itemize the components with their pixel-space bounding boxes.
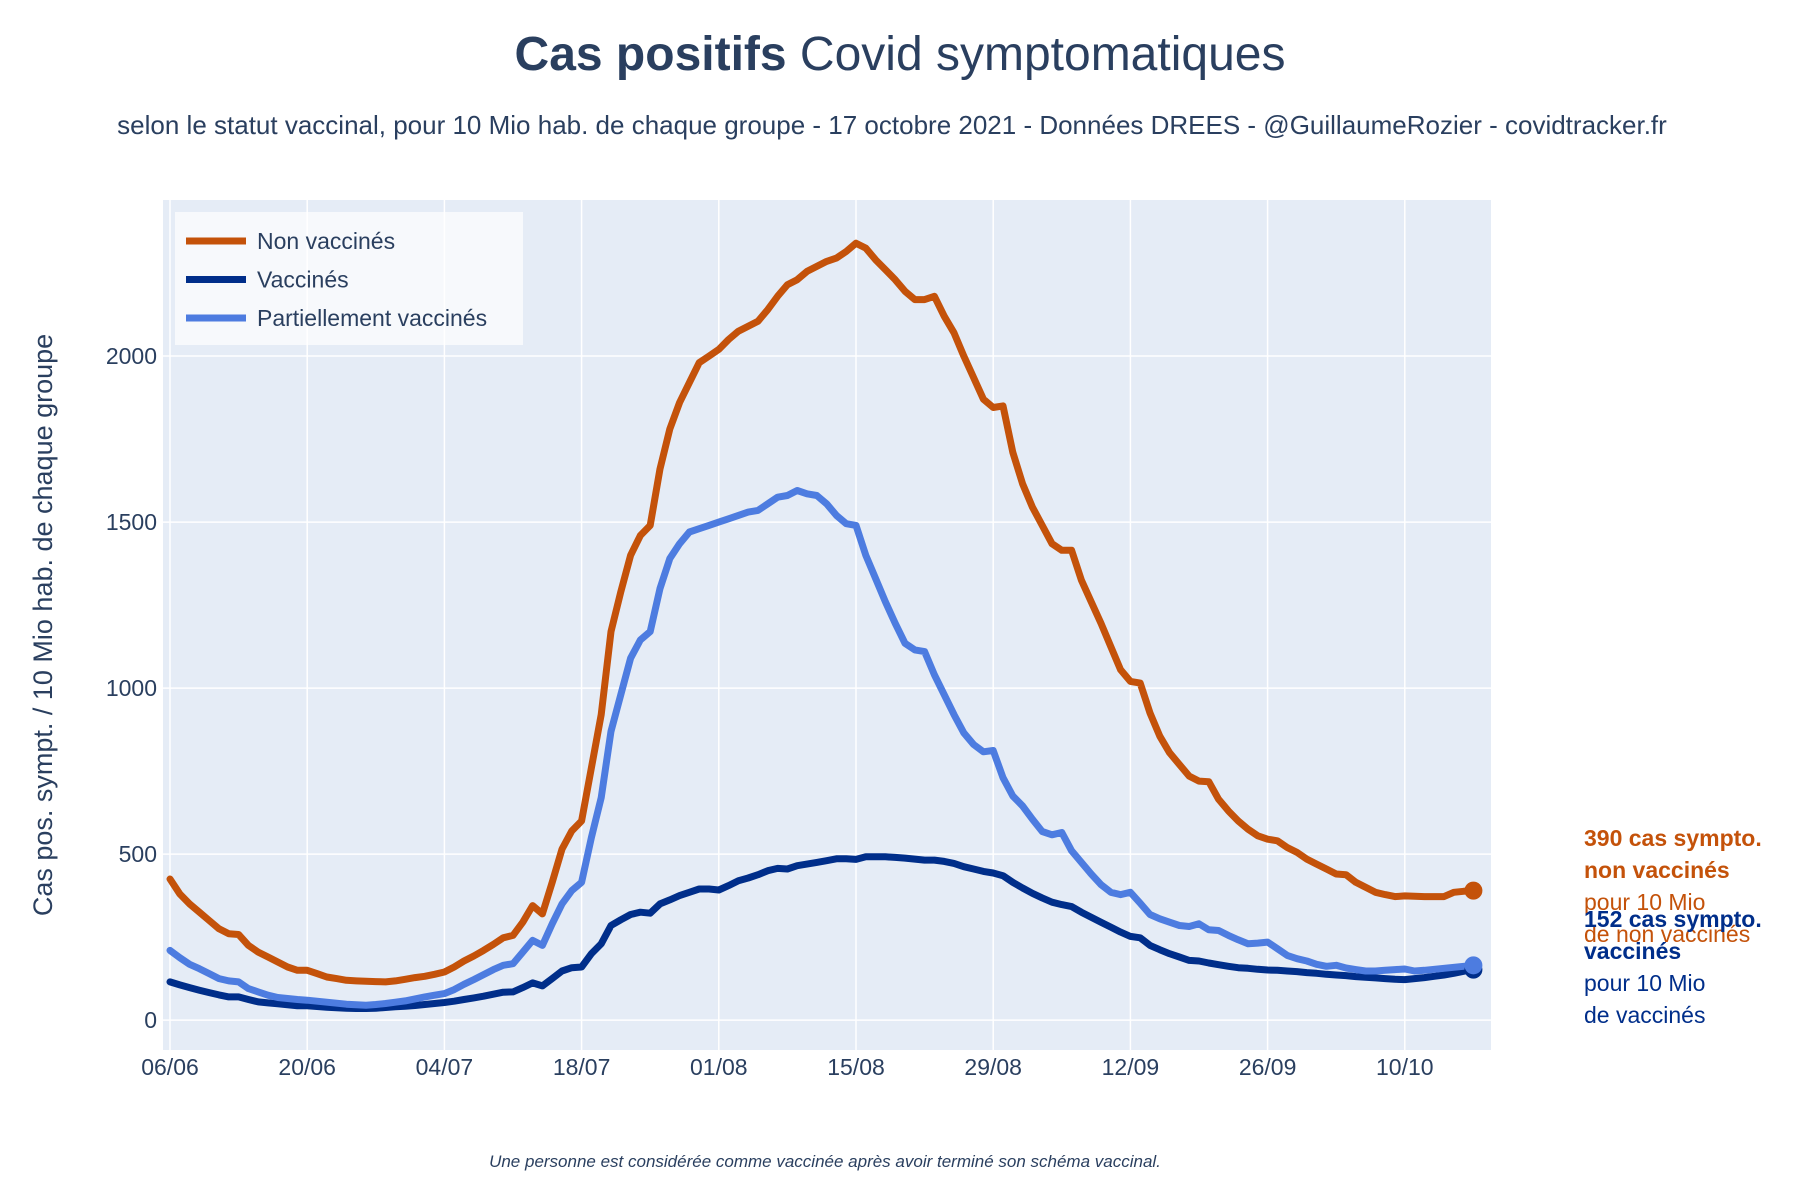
chart-title: Cas positifs Covid symptomatiques	[515, 28, 1286, 81]
y-tick-label: 1500	[106, 509, 157, 535]
annotation-line: pour 10 Mio	[1584, 970, 1705, 996]
legend-label: Vaccinés	[257, 267, 349, 293]
y-axis-label: Cas pos. sympt. / 10 Mio hab. de chaque …	[28, 334, 58, 916]
footnote: Une personne est considérée comme vaccin…	[489, 1152, 1161, 1171]
annotation-line: pour 10 Mio	[1584, 889, 1705, 915]
legend-label: Non vaccinés	[257, 228, 395, 254]
legend: Non vaccinés Vaccinés Partiellement vaccin…	[175, 212, 523, 345]
annotation-bold-line: 152 cas sympto.	[1584, 906, 1762, 932]
y-tick-label: 2000	[106, 343, 157, 369]
x-tick-label: 10/10	[1376, 1054, 1434, 1080]
annotation-bold-line: 390 cas sympto.	[1584, 825, 1762, 851]
y-tick-label: 500	[119, 841, 157, 867]
end-marker-partiellement-vaccin-s	[1464, 956, 1483, 975]
y-tick-label: 0	[144, 1007, 157, 1033]
axes: 0 500 1000 1500 2000 06/06 20/06 04/07 18/07 01/0…	[106, 343, 1434, 1080]
x-tick-label: 26/09	[1239, 1054, 1297, 1080]
annotation-line: de non vaccinés	[1584, 921, 1750, 947]
x-tick-label: 06/06	[141, 1054, 199, 1080]
x-tick-label: 15/08	[827, 1054, 885, 1080]
series-line-vaccin-s	[166, 853, 1477, 1012]
chart-title-rest: Covid symptomatiques	[787, 28, 1286, 81]
x-tick-label: 20/06	[278, 1054, 336, 1080]
annotation-bold-line: non vaccinés	[1584, 857, 1730, 883]
x-tick-label: 18/07	[553, 1054, 611, 1080]
end-marker-non-vaccin-s	[1464, 881, 1483, 900]
chart-subtitle: selon le statut vaccinal, pour 10 Mio ha…	[117, 110, 1667, 140]
annotation-line: de vaccinés	[1584, 1002, 1705, 1028]
series-group	[166, 239, 1483, 1012]
annotation-bold-line: vaccinés	[1584, 938, 1681, 964]
series-line-non-vaccin-s	[166, 239, 1477, 986]
x-tick-label: 29/08	[964, 1054, 1022, 1080]
series-line-partiellement-vaccin-s	[166, 487, 1477, 1009]
x-tick-label: 12/09	[1102, 1054, 1160, 1080]
y-tick-label: 1000	[106, 675, 157, 701]
legend-label: Partiellement vaccinés	[257, 305, 487, 331]
annotations: 390 cas sympto. non vaccinés pour 10 Mio de…	[1584, 825, 1762, 1028]
x-tick-label: 01/08	[690, 1054, 748, 1080]
chart-title-bold: Cas positifs	[515, 28, 787, 81]
x-tick-label: 04/07	[416, 1054, 474, 1080]
